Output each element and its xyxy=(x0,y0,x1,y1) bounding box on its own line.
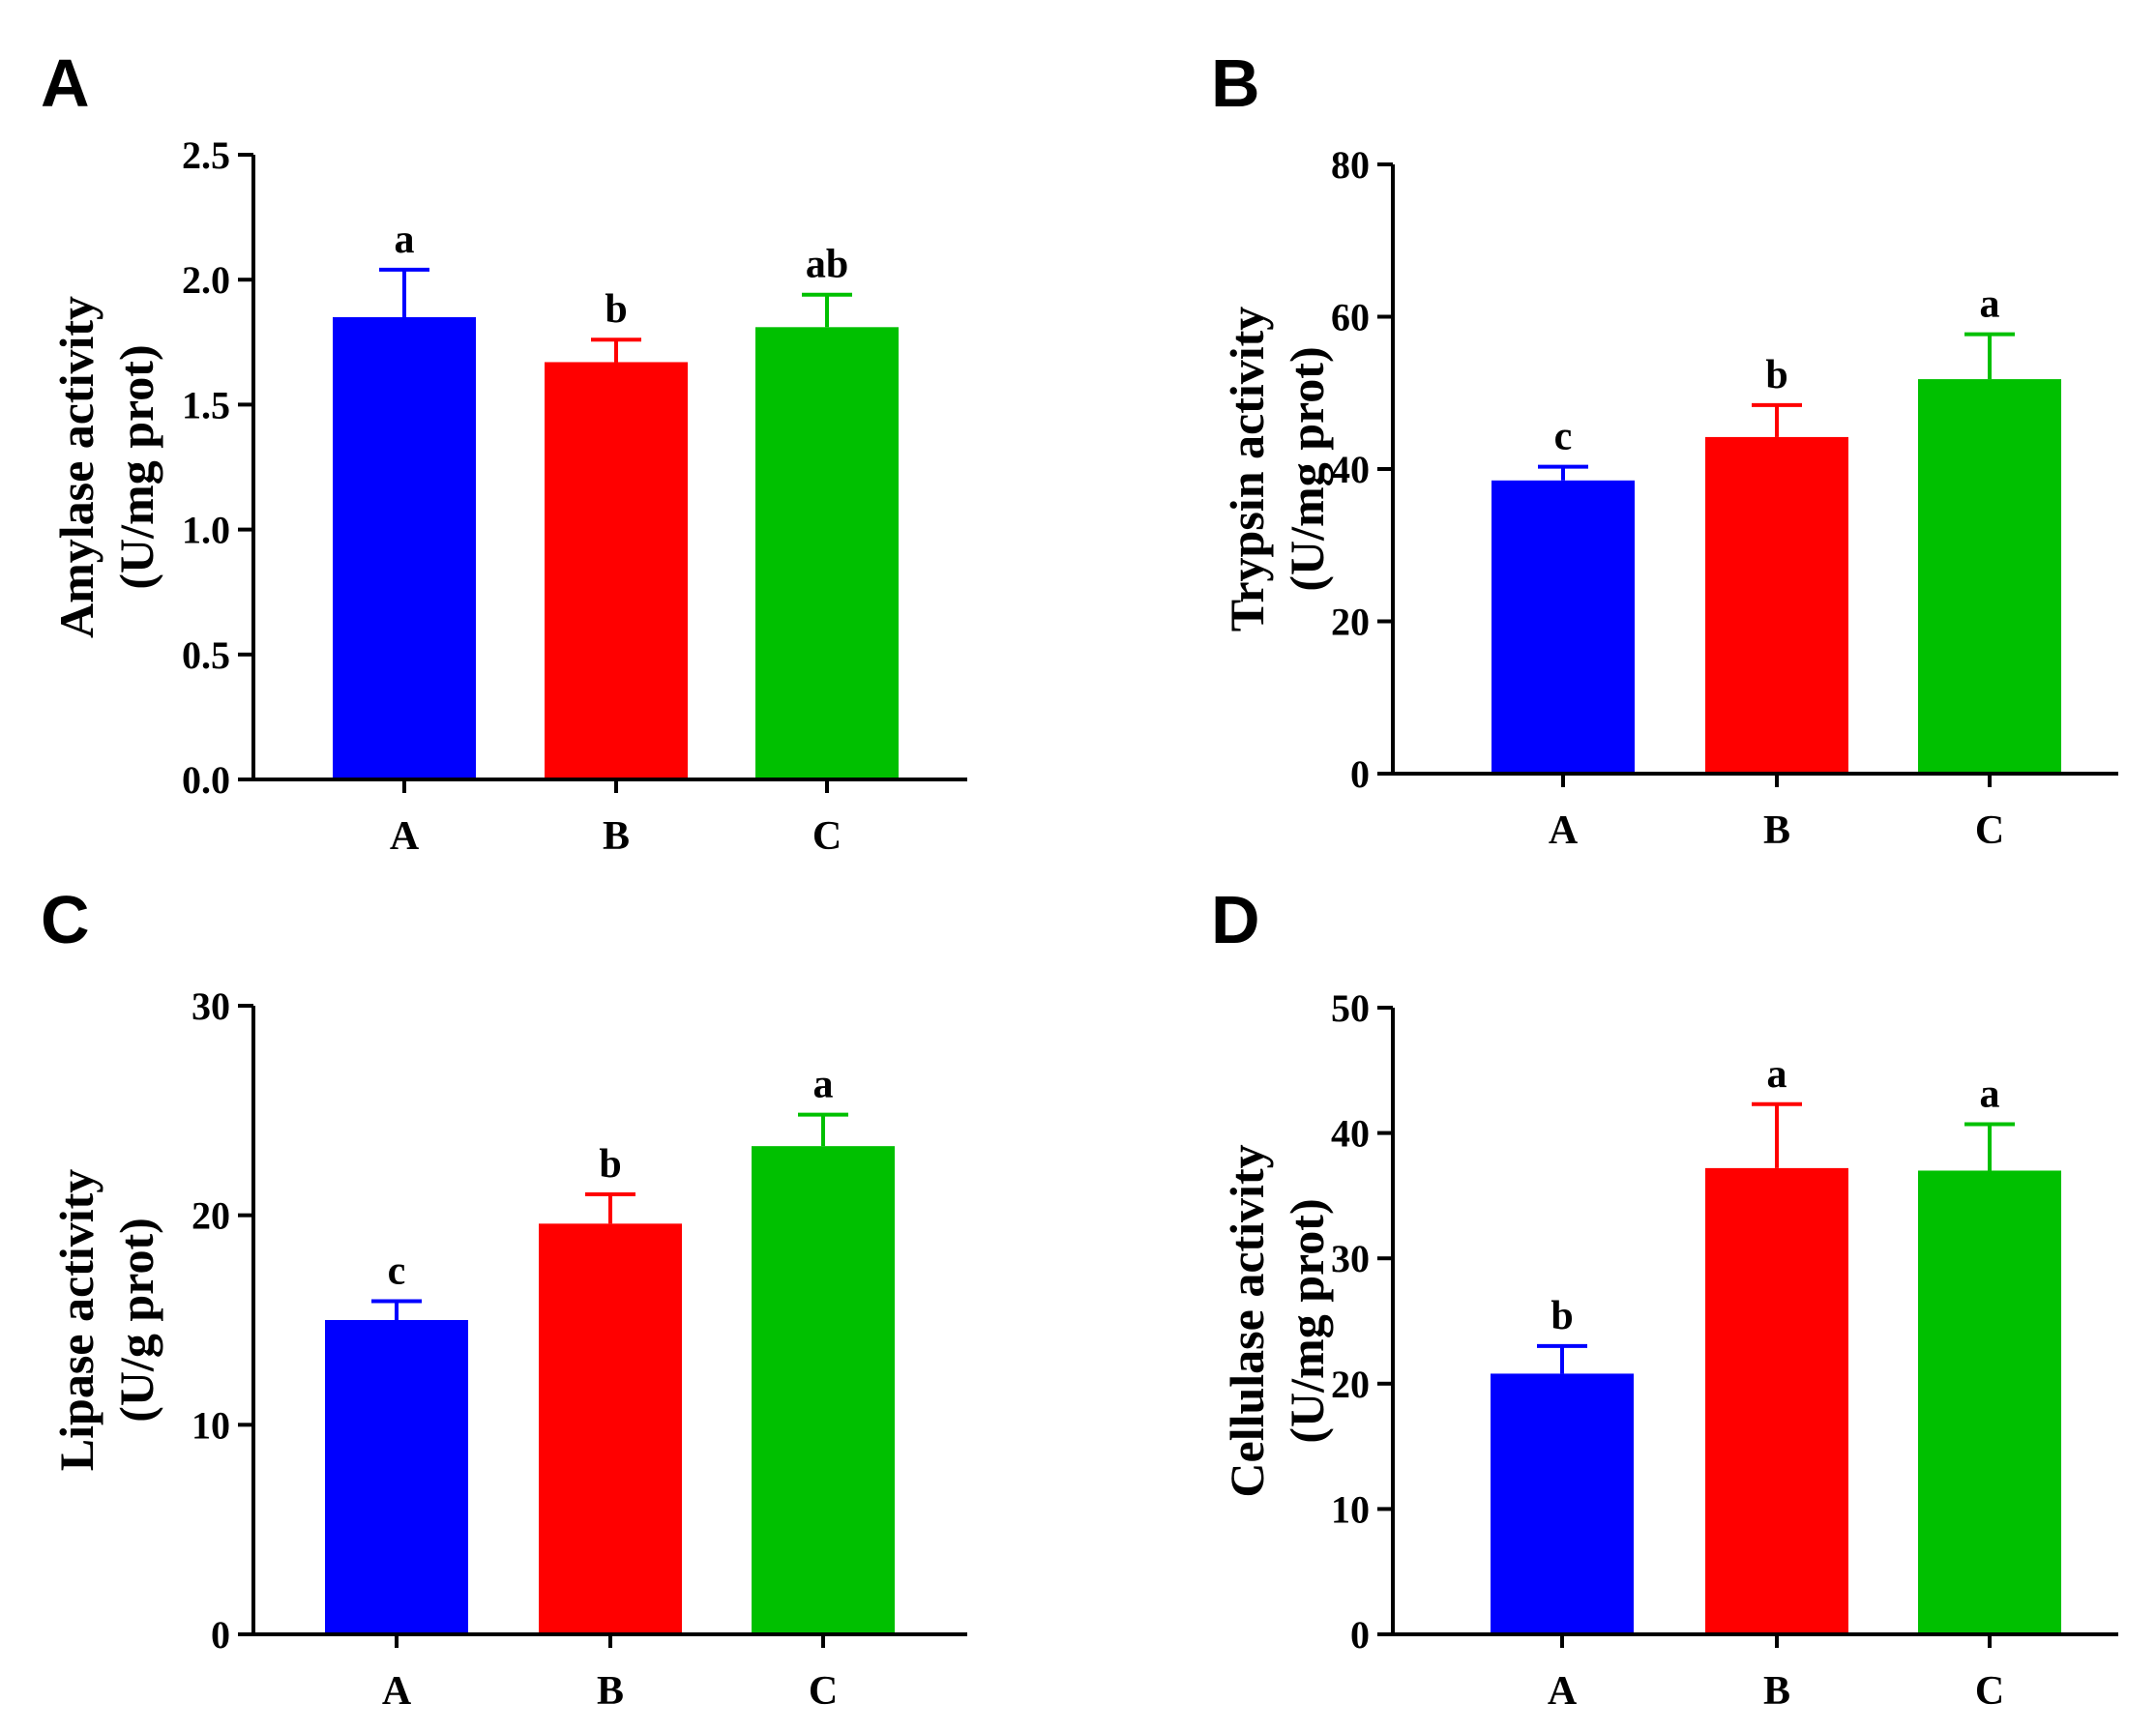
significance-label: a xyxy=(813,1063,834,1107)
significance-label: a xyxy=(1980,1072,2000,1117)
bar-c xyxy=(755,327,899,779)
y-tick-label: 0 xyxy=(1350,1613,1370,1657)
y-axis-title: Lipase activity xyxy=(49,1169,103,1471)
y-tick-label: 2.0 xyxy=(182,258,230,302)
x-tick-label: C xyxy=(1975,1669,2004,1714)
bar-a xyxy=(1491,1373,1634,1634)
y-tick-label: 0.0 xyxy=(182,758,230,802)
y-tick-label: 80 xyxy=(1331,143,1370,187)
x-tick-label: B xyxy=(597,1669,624,1714)
bar-b xyxy=(1705,1167,1848,1634)
panel-b-chart: c Ab Ba C 0 20 40 60 80 Trypsin activity (U/mg pro… xyxy=(1220,143,2118,853)
panel-d-chart: b Aa Ba C 0 10 20 30 40 50 Cellulase activity (U/mg… xyxy=(1220,986,2118,1714)
y-tick-label: 40 xyxy=(1331,448,1370,491)
panel-letter-c: C xyxy=(41,882,90,957)
significance-label: a xyxy=(395,218,415,262)
x-tick-label: A xyxy=(1548,1669,1578,1714)
bar-c xyxy=(1918,379,2061,774)
x-tick-label: B xyxy=(1763,808,1790,853)
panel-c-chart: c Ab Ba C 0 10 20 30 Lipase activity (U/g prot) xyxy=(49,984,967,1714)
y-tick-label: 20 xyxy=(1331,1363,1370,1406)
y-axis-unit: (U/mg prot) xyxy=(1280,1198,1334,1443)
y-tick-label: 2.5 xyxy=(182,133,230,177)
significance-label: c xyxy=(388,1249,406,1294)
significance-label: ab xyxy=(806,243,848,287)
significance-label: b xyxy=(605,287,627,332)
x-tick-label: A xyxy=(390,814,420,859)
significance-label: b xyxy=(1765,353,1787,397)
x-tick-label: C xyxy=(809,1669,838,1714)
x-tick-label: A xyxy=(382,1669,412,1714)
x-tick-label: B xyxy=(1763,1669,1790,1714)
y-tick-label: 60 xyxy=(1331,296,1370,339)
x-tick-label: A xyxy=(1549,808,1579,853)
y-tick-label: 20 xyxy=(192,1194,230,1238)
y-tick-label: 50 xyxy=(1331,986,1370,1030)
bar-a xyxy=(1491,480,1635,774)
panel-letter-d: D xyxy=(1211,882,1260,957)
y-axis-title: Cellulase activity xyxy=(1220,1144,1274,1497)
significance-label: a xyxy=(1980,282,2000,327)
bar-b xyxy=(545,362,688,779)
y-tick-label: 1.5 xyxy=(182,383,230,426)
y-tick-label: 0 xyxy=(211,1613,230,1657)
significance-label: b xyxy=(599,1142,621,1187)
bar-b xyxy=(1705,436,1848,774)
panel-a-chart: a Ab Bab C 0.0 0.5 1.0 1.5 2.0 2.5 Amylase activit… xyxy=(49,133,967,859)
y-tick-label: 0 xyxy=(1350,752,1370,796)
y-tick-label: 30 xyxy=(1331,1237,1370,1280)
y-axis-unit: (U/mg prot) xyxy=(109,344,163,589)
y-tick-label: 30 xyxy=(192,984,230,1028)
x-tick-label: C xyxy=(812,814,842,859)
y-tick-label: 20 xyxy=(1331,601,1370,644)
significance-label: b xyxy=(1551,1294,1573,1338)
y-axis-unit: (U/g prot) xyxy=(109,1218,163,1423)
panel-letter-a: A xyxy=(41,45,90,121)
y-axis-title: Amylase activity xyxy=(49,296,103,638)
significance-label: a xyxy=(1767,1052,1787,1097)
bar-c xyxy=(1918,1170,2061,1634)
bar-c xyxy=(752,1146,895,1634)
significance-label: c xyxy=(1554,415,1573,459)
y-axis-unit: (U/mg prot) xyxy=(1280,346,1334,591)
bar-b xyxy=(539,1223,682,1634)
y-tick-label: 10 xyxy=(192,1403,230,1447)
x-tick-label: C xyxy=(1975,808,2004,853)
y-tick-label: 1.0 xyxy=(182,509,230,552)
bar-a xyxy=(325,1320,468,1634)
bar-a xyxy=(333,316,476,779)
y-axis-title: Trypsin activity xyxy=(1220,307,1274,632)
y-tick-label: 40 xyxy=(1331,1112,1370,1156)
y-tick-label: 10 xyxy=(1331,1487,1370,1531)
panel-letter-b: B xyxy=(1211,45,1260,121)
x-tick-label: B xyxy=(603,814,630,859)
y-tick-label: 0.5 xyxy=(182,633,230,677)
